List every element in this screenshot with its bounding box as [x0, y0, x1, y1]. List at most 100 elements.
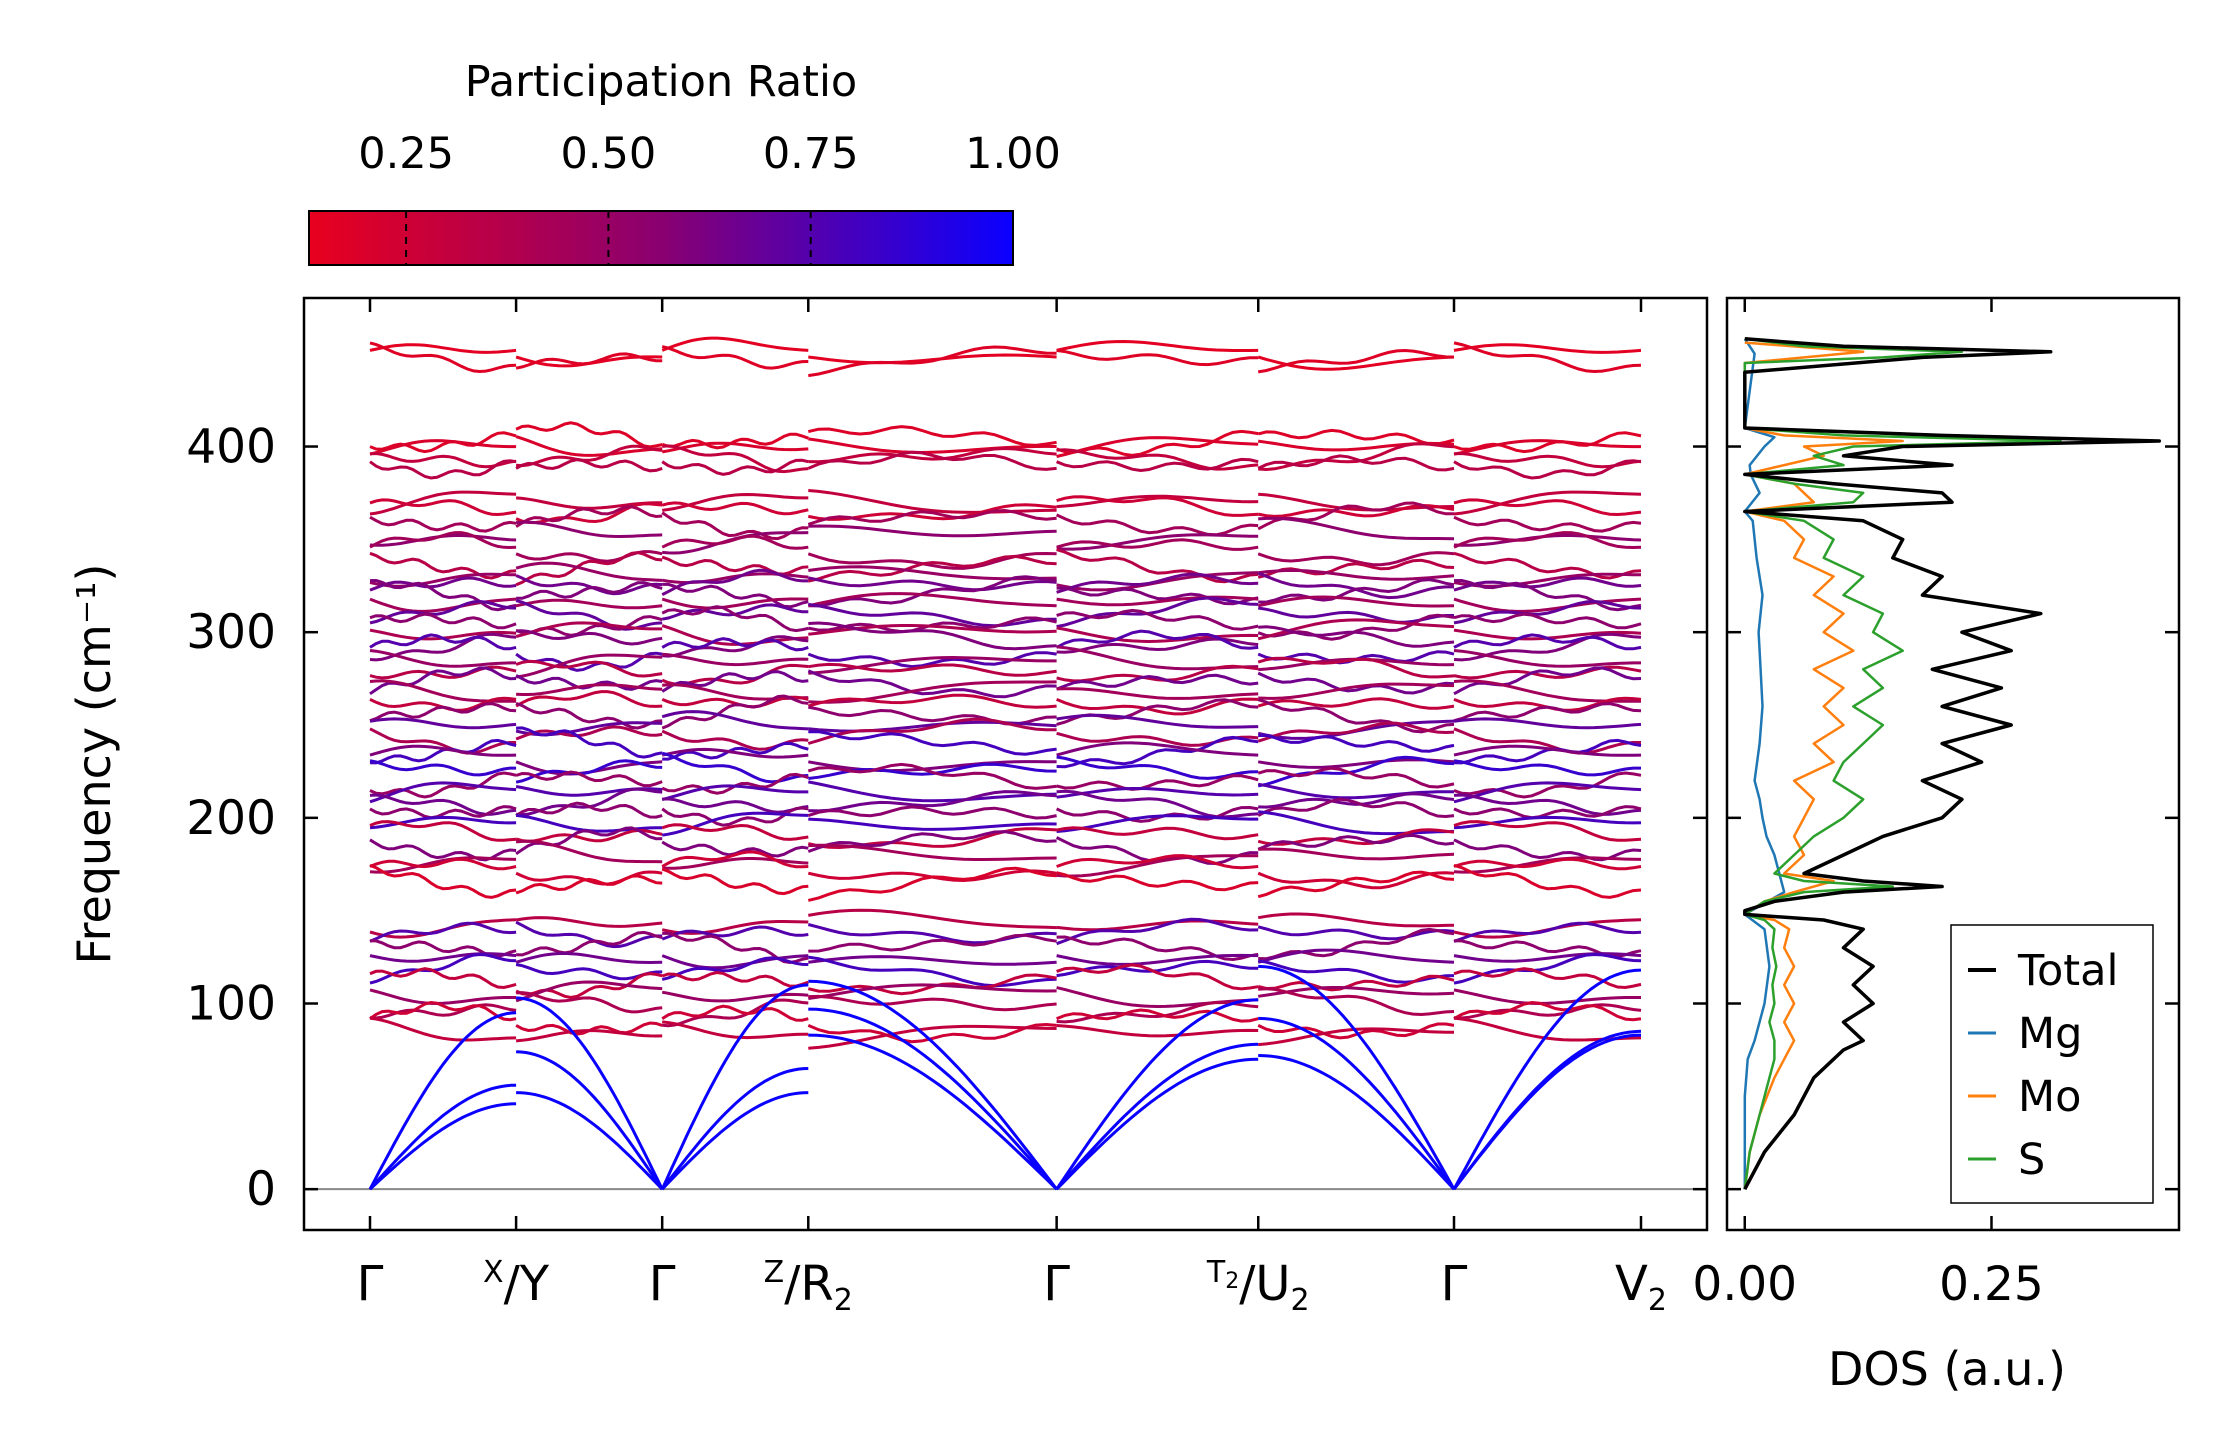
optical-band: [1453, 459, 1642, 480]
optical-band: [661, 670, 809, 693]
optical-band: [1257, 797, 1455, 819]
optical-band: [515, 801, 663, 819]
kpoint-label: X/Y: [483, 1255, 550, 1312]
optical-band: [661, 956, 809, 981]
optical-band: [515, 980, 663, 1003]
optical-band: [1056, 741, 1259, 757]
dos-axes-frame: [1725, 296, 2181, 1232]
optical-band: [1056, 494, 1259, 509]
optical-band: [807, 576, 1057, 592]
optical-band: [661, 605, 809, 633]
optical-band: [661, 747, 809, 759]
dos-line-mg: [1743, 338, 1786, 1190]
optical-band: [808, 790, 1057, 813]
optical-band: [515, 920, 663, 949]
optical-band: [1056, 348, 1259, 367]
optical-band: [1453, 649, 1641, 668]
optical-band: [1453, 341, 1642, 374]
optical-band: [369, 498, 517, 517]
optical-band: [661, 534, 809, 550]
optical-band: [1056, 774, 1259, 791]
optical-band: [808, 489, 1057, 514]
optical-band: [1453, 451, 1642, 469]
optical-band: [1257, 348, 1455, 374]
optical-band: [369, 599, 517, 625]
optical-band: [662, 492, 809, 512]
optical-band: [1258, 987, 1455, 1017]
optical-band: [1056, 533, 1259, 551]
optical-band: [807, 1022, 1057, 1044]
optical-band: [515, 916, 663, 928]
optical-band: [808, 817, 1057, 831]
optical-band: [1258, 516, 1455, 541]
optical-band: [661, 432, 809, 450]
optical-band: [369, 820, 517, 842]
legend-label: Mg: [2018, 1009, 2082, 1059]
optical-band: [1453, 857, 1642, 871]
optical-band: [515, 659, 663, 678]
optical-band: [1453, 531, 1642, 550]
acoustic-branch: [368, 1011, 517, 1190]
optical-band: [1453, 498, 1642, 517]
y-tick-label: 100: [186, 976, 276, 1031]
optical-band: [808, 760, 1057, 773]
optical-band: [1056, 626, 1259, 644]
optical-band: [369, 805, 517, 820]
optical-band: [661, 568, 809, 596]
optical-band: [661, 990, 809, 1003]
optical-band: [369, 988, 517, 1006]
optical-band: [1257, 755, 1455, 788]
kpoint-label: Γ: [1043, 1256, 1070, 1312]
optical-band: [369, 921, 517, 943]
optical-band: [1055, 629, 1259, 650]
optical-band: [1056, 917, 1259, 946]
optical-band: [1056, 919, 1259, 932]
optical-band: [808, 621, 1057, 651]
optical-band: [1257, 671, 1455, 695]
optical-band: [661, 751, 809, 784]
acoustic-branch: [1258, 1016, 1456, 1191]
optical-band: [1453, 578, 1642, 612]
optical-band: [662, 857, 809, 870]
y-tick-label: 0: [246, 1162, 276, 1217]
optical-band: [1257, 782, 1454, 800]
optical-band: [661, 624, 809, 646]
optical-band: [515, 874, 663, 895]
optical-band: [661, 555, 809, 576]
optical-band: [515, 725, 663, 741]
optical-band: [1453, 490, 1642, 516]
optical-band: [369, 597, 517, 613]
dos-x-tick-label: 0.25: [1939, 1257, 2044, 1312]
dos-axis-ticks: 0.00 0.25: [1692, 298, 2179, 1312]
y-axis-ticks: 0 100 200 300 400: [186, 420, 1707, 1217]
colorbar-tick-label: 0.75: [763, 129, 859, 179]
optical-band: [1056, 854, 1259, 878]
optical-band: [515, 435, 663, 457]
optical-band: [369, 702, 517, 723]
optical-band: [808, 933, 1057, 953]
optical-band: [1257, 871, 1455, 890]
optical-band: [369, 431, 517, 454]
optical-band: [515, 561, 663, 582]
dos-panel: 0.00 0.25 DOS (a.u.) Total Mg Mo S: [1692, 296, 2181, 1396]
optical-band: [369, 439, 517, 456]
optical-band: [661, 345, 809, 370]
optical-band: [1056, 935, 1259, 962]
optical-band: [807, 693, 1057, 709]
optical-band: [369, 343, 517, 354]
optical-band: [1056, 586, 1259, 606]
optical-band: [515, 458, 663, 473]
optical-band: [1453, 759, 1641, 777]
optical-band: [369, 744, 517, 757]
optical-band: [808, 955, 1057, 988]
optical-band: [807, 669, 1057, 699]
optical-band: [1257, 986, 1455, 998]
acoustic-branch: [368, 1102, 517, 1191]
optical-band: [369, 531, 517, 550]
optical-band: [1453, 952, 1642, 963]
dos-series: [1743, 337, 2162, 1191]
kpoint-ticks: Γ X/Y Γ Z/R2 Γ T2/U2 Γ V2: [357, 298, 1667, 1318]
acoustic-branch: [1452, 1033, 1642, 1191]
optical-band: [1056, 1008, 1259, 1023]
colorbar-gradient: [308, 210, 1014, 266]
